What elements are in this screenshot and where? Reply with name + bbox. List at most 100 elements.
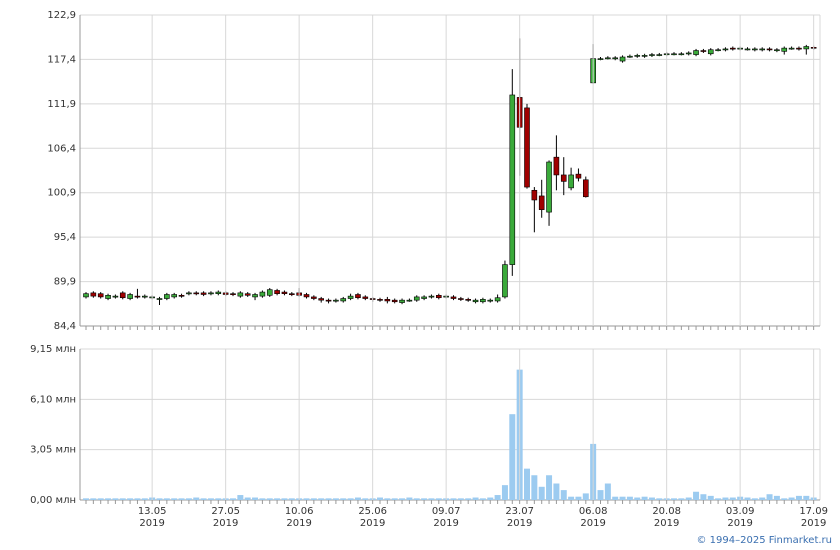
y-tick-label: 9,15 млн	[30, 344, 76, 355]
volume-bar	[656, 498, 663, 500]
volume-bar	[377, 497, 383, 500]
candle-body	[112, 295, 119, 298]
x-tick-label: 23.07 2019	[505, 506, 534, 529]
y-tick-label: 84,4	[54, 321, 76, 332]
volume-bar	[509, 414, 516, 500]
volume-bar	[252, 497, 259, 500]
candle-body	[560, 174, 567, 182]
volume-bar	[751, 498, 758, 500]
volume-bar	[524, 468, 530, 500]
volume-bar	[193, 497, 200, 500]
volume-bar	[465, 498, 472, 500]
candle-body	[333, 299, 339, 302]
volume-bar	[421, 498, 428, 500]
candle-body	[803, 46, 810, 50]
volume-bar	[626, 496, 633, 500]
candle-body	[193, 292, 200, 295]
volume-bar	[134, 498, 141, 500]
x-tick-label: 09.07 2019	[431, 506, 461, 529]
candle-body	[127, 294, 133, 299]
candle-body	[208, 292, 214, 295]
candle-body	[472, 299, 479, 303]
candle-body	[465, 299, 472, 301]
volume-bar	[729, 497, 736, 500]
candle-body	[502, 264, 508, 298]
x-tick-label: 10.06 2019	[284, 506, 314, 529]
volume-bar	[538, 486, 545, 500]
volume-bar	[399, 498, 406, 500]
x-tick-label: 27.05 2019	[211, 506, 240, 529]
volume-bar	[259, 498, 266, 500]
candle-body	[759, 48, 766, 51]
candle-body	[377, 299, 383, 301]
volume-bar	[391, 498, 398, 500]
candle-body	[311, 296, 317, 299]
candle-body	[90, 292, 97, 297]
candle-body	[435, 295, 442, 299]
volume-bar	[244, 497, 251, 500]
candle-body	[421, 296, 427, 299]
volume-bar	[568, 496, 575, 500]
volume-bar	[597, 490, 604, 500]
x-tick-label: 13.05 2019	[137, 506, 167, 529]
volume-bar	[105, 498, 112, 500]
volume-bar	[354, 497, 361, 500]
candle-body	[428, 295, 435, 298]
y-tick-label: 89,9	[54, 277, 76, 288]
volume-bar	[406, 497, 413, 500]
volume-bar	[141, 498, 148, 500]
candle-body	[119, 292, 126, 299]
candle-body	[605, 57, 611, 60]
candle-body	[752, 48, 758, 51]
candle-body	[546, 161, 552, 213]
y-tick-label: 117,4	[47, 54, 76, 65]
volume-bar	[619, 496, 626, 500]
volume-bar	[274, 498, 281, 500]
candle-body	[97, 293, 104, 298]
candle-body	[494, 297, 501, 302]
candle-body	[671, 53, 677, 56]
volume-bar	[112, 498, 119, 500]
candle-body	[597, 58, 604, 60]
volume-bar	[303, 498, 310, 500]
volume-bar	[230, 498, 236, 500]
footer: © 1994–2025 Finmarket.ru	[696, 535, 832, 546]
x-tick-label: 25.06 2019	[358, 506, 387, 529]
candle-body	[83, 293, 89, 298]
candle-body	[318, 298, 325, 301]
candle-body	[524, 107, 530, 188]
volume-bar	[671, 498, 677, 500]
candle-body	[230, 293, 236, 295]
volume-bar	[795, 495, 802, 500]
y-tick-label: 106,4	[47, 143, 76, 154]
volume-bar	[207, 498, 214, 500]
volume-bar	[781, 498, 788, 500]
volume-bar	[700, 494, 707, 500]
volume-bar	[215, 498, 222, 500]
candle-body	[215, 291, 222, 294]
x-tick-label: 20.08 2019	[652, 506, 681, 529]
candle-body	[288, 293, 295, 295]
candle-body	[649, 54, 655, 56]
candle-body	[722, 48, 729, 51]
candle-body	[259, 291, 266, 297]
candle-body	[627, 55, 633, 58]
candle-body	[384, 299, 391, 302]
volume-bar	[413, 498, 420, 500]
candle-body	[509, 94, 516, 265]
candle-body	[171, 294, 177, 298]
volume-bar	[384, 498, 391, 500]
candle-body	[678, 53, 685, 56]
volume-bar	[582, 493, 589, 500]
candle-body	[200, 292, 207, 295]
volume-bar	[546, 475, 553, 500]
candle-body	[531, 189, 538, 201]
candle-body	[362, 296, 369, 299]
candle-body	[766, 48, 773, 51]
candle-body	[693, 50, 699, 55]
y-tick-label: 122,9	[47, 10, 76, 21]
volume-bar	[127, 498, 134, 500]
candle-body	[634, 55, 641, 57]
candle-body	[355, 294, 361, 299]
volume-bar	[450, 498, 457, 500]
